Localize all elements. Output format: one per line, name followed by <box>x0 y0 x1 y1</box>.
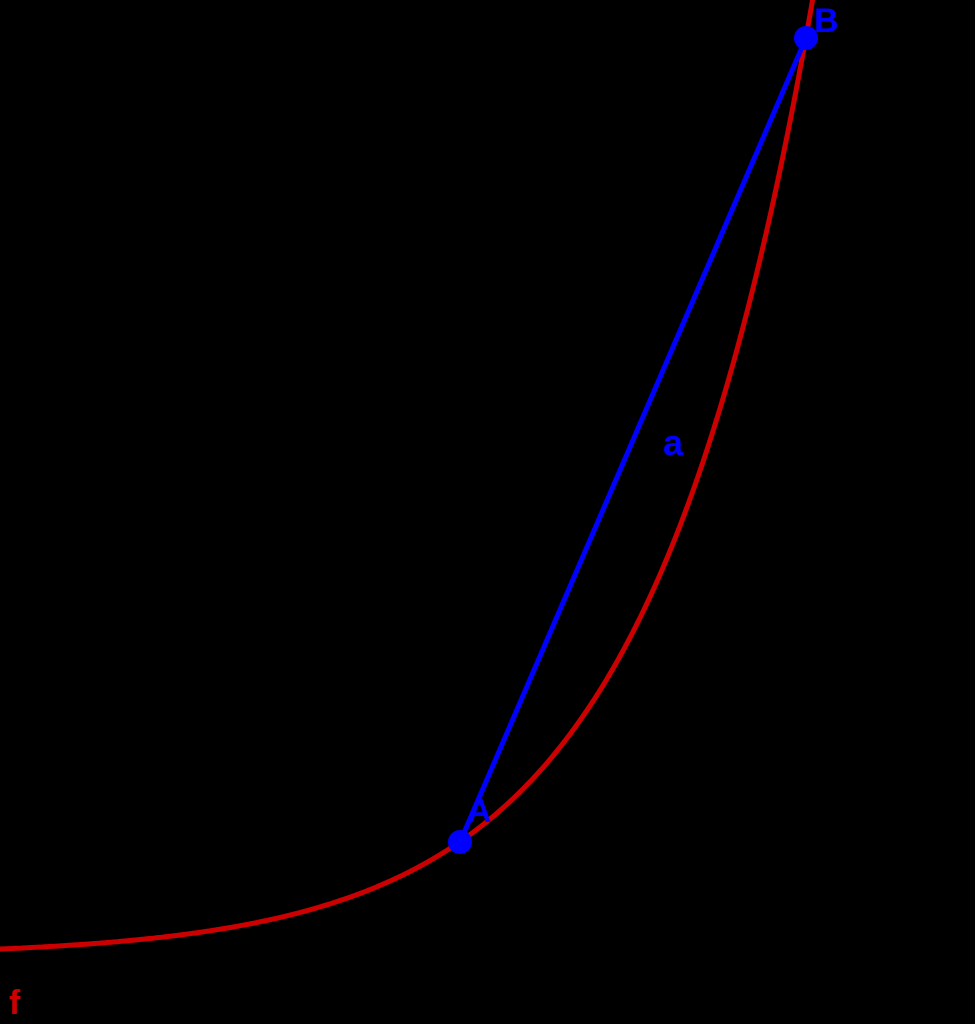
point-A-label: A <box>467 792 492 830</box>
point-A[interactable] <box>448 830 472 854</box>
point-B-label: B <box>814 2 839 40</box>
segment-a-label: a <box>663 422 684 463</box>
curve-f-label: f <box>9 984 21 1022</box>
curve-f[interactable] <box>0 0 816 952</box>
segment-a[interactable] <box>457 35 809 845</box>
point-B[interactable] <box>794 26 818 50</box>
